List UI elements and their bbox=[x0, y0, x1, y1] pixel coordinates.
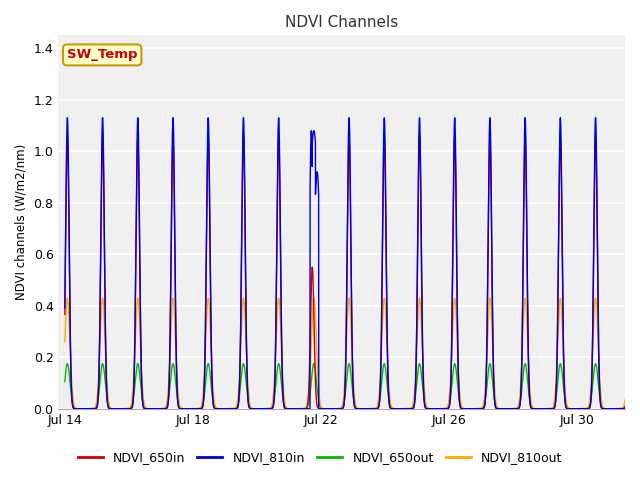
Y-axis label: NDVI channels (W/m2/nm): NDVI channels (W/m2/nm) bbox=[15, 144, 28, 300]
Text: SW_Temp: SW_Temp bbox=[67, 48, 138, 61]
Title: NDVI Channels: NDVI Channels bbox=[285, 15, 398, 30]
Legend: NDVI_650in, NDVI_810in, NDVI_650out, NDVI_810out: NDVI_650in, NDVI_810in, NDVI_650out, NDV… bbox=[72, 446, 568, 469]
